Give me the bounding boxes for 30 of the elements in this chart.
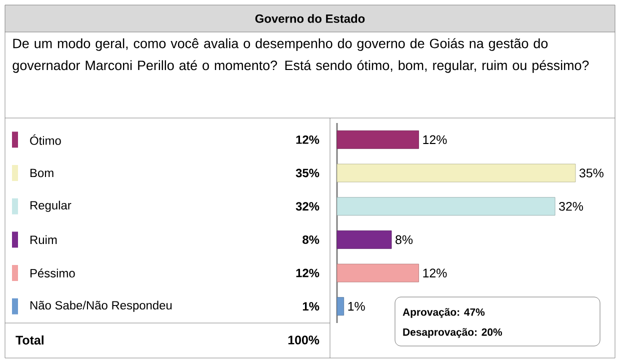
y-tick-label: Não Sabe/Não Respondeu xyxy=(30,300,172,312)
text: 8% xyxy=(396,235,413,244)
data-label: 1% xyxy=(302,302,320,311)
text: 35% xyxy=(579,168,604,178)
bar xyxy=(336,297,344,316)
text: 1% xyxy=(348,302,365,311)
data-label: 12% xyxy=(296,268,320,278)
text: 12% xyxy=(423,268,447,278)
annotation: Aprovação: 47% xyxy=(402,308,485,318)
chart-subtitle: De um modo geral, como você avalia o desempenho do governo de Goiás na gestão do governador Marconi Perillo até o momento? Está sendo ótimo, bom, regular, ruim ou péssimo? xyxy=(12,38,589,73)
bar xyxy=(336,264,419,282)
data-label: 8% xyxy=(302,235,320,244)
bar xyxy=(336,164,576,182)
y-tick-label: Regular xyxy=(30,200,72,212)
data-label: 35% xyxy=(296,168,320,178)
y-tick-label: Péssimo xyxy=(30,268,75,278)
text: Desaprovação: 20% xyxy=(403,328,502,338)
text: 12% xyxy=(423,135,447,144)
text: Total xyxy=(16,335,44,345)
text: 32% xyxy=(559,202,584,211)
y-tick-label: Ótimo xyxy=(30,134,61,145)
chart-title: Governo do Estado xyxy=(255,14,365,23)
y-tick-label: Ruim xyxy=(30,235,57,244)
bar xyxy=(336,130,419,149)
y-tick-label: Bom xyxy=(30,168,54,178)
bar xyxy=(336,230,392,249)
data-label: 12% xyxy=(296,135,320,144)
bar xyxy=(336,197,556,216)
text: 100% xyxy=(288,336,320,344)
data-label: 32% xyxy=(296,202,320,211)
